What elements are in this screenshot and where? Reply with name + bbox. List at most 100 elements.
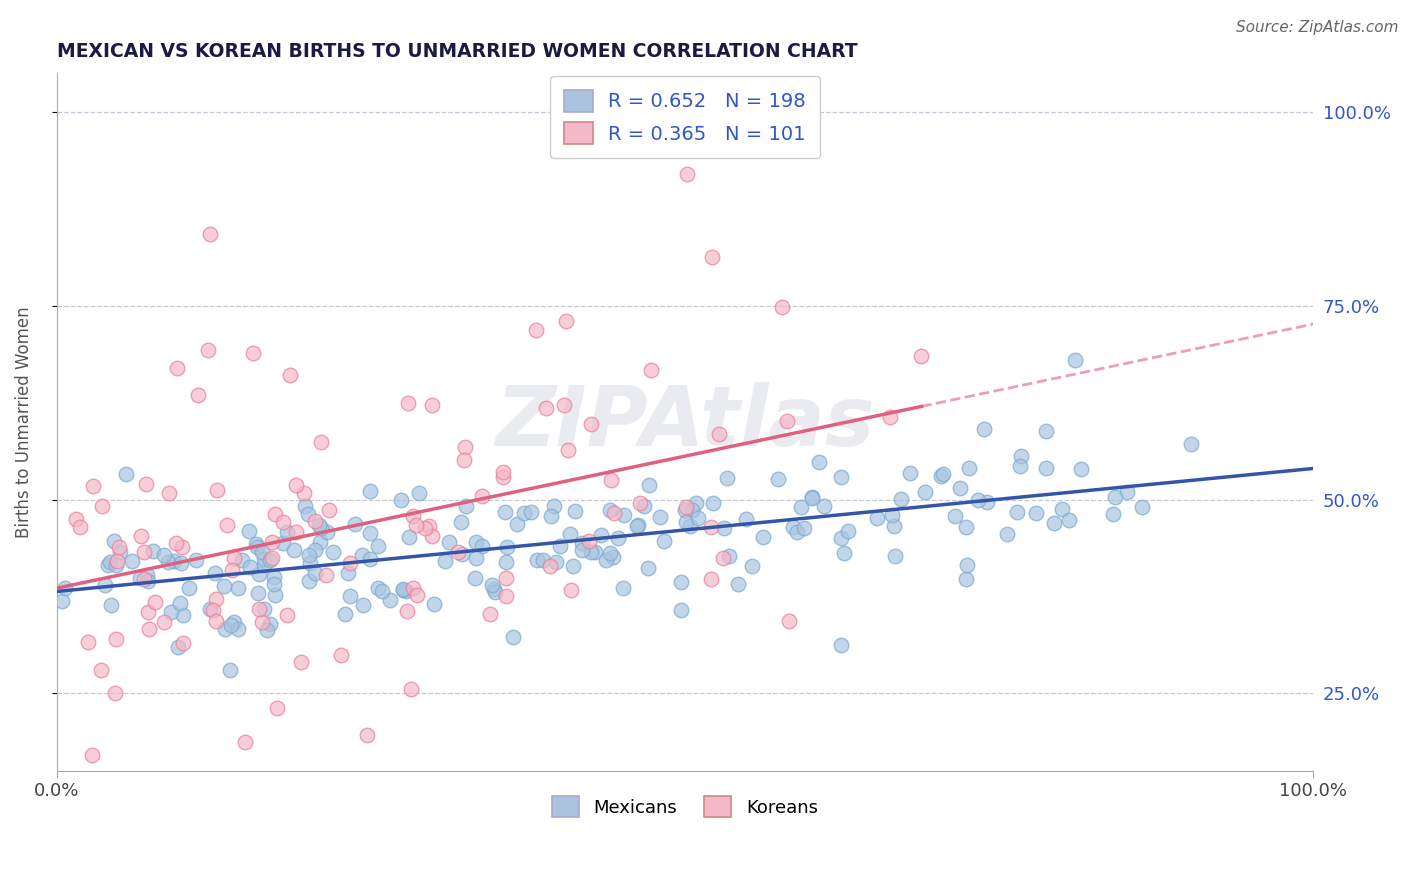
Point (264, 588, 287, 602)
Point (197, 343, 219, 357)
Point (679, 518, 702, 533)
Point (418, 519, 440, 533)
Point (204, 566, 226, 580)
Point (308, 518, 330, 533)
Point (890, 491, 912, 506)
Point (82, 479, 104, 493)
Point (447, 544, 470, 558)
Point (359, 525, 381, 540)
Point (628, 496, 651, 510)
Point (955, 520, 977, 534)
Text: ZIPAtlas: ZIPAtlas (495, 382, 875, 463)
Point (297, 507, 319, 521)
Point (943, 509, 966, 524)
Point (105, 554, 128, 568)
Point (997, 526, 1019, 541)
Point (716, 471, 738, 485)
Point (734, 512, 756, 526)
Point (309, 521, 332, 535)
Point (807, 455, 830, 469)
Point (298, 548, 321, 562)
Point (219, 663, 242, 677)
Point (104, 632, 127, 647)
Point (1102, 508, 1125, 522)
Point (524, 323, 547, 337)
Point (675, 500, 697, 514)
Point (259, 616, 281, 631)
Point (239, 560, 262, 574)
Point (557, 442, 579, 457)
Point (685, 496, 707, 510)
Point (110, 545, 132, 559)
Point (492, 465, 515, 479)
Point (976, 495, 998, 509)
Point (626, 519, 648, 533)
Point (546, 555, 568, 569)
Point (883, 549, 905, 564)
Point (578, 533, 600, 548)
Point (184, 553, 207, 567)
Point (104, 686, 127, 700)
Point (626, 518, 648, 533)
Point (98, 555, 121, 569)
Point (172, 607, 194, 622)
Point (526, 552, 548, 566)
Point (752, 530, 775, 544)
Point (315, 524, 337, 539)
Point (513, 506, 536, 520)
Point (90, 499, 112, 513)
Point (276, 608, 298, 623)
Point (395, 583, 418, 598)
Point (681, 503, 703, 517)
Point (433, 554, 456, 568)
Point (1035, 425, 1057, 439)
Point (179, 581, 201, 595)
Point (311, 435, 333, 450)
Point (966, 493, 988, 508)
Point (294, 499, 316, 513)
Point (955, 572, 977, 586)
Point (766, 472, 789, 486)
Point (880, 508, 903, 522)
Point (465, 550, 488, 565)
Point (262, 535, 284, 549)
Point (238, 524, 260, 539)
Point (673, 503, 696, 517)
Point (1104, 490, 1126, 504)
Point (793, 520, 815, 534)
Point (104, 558, 127, 572)
Point (132, 544, 155, 558)
Point (339, 589, 361, 603)
Point (579, 417, 602, 432)
Point (451, 547, 474, 561)
Point (322, 545, 344, 559)
Point (949, 482, 972, 496)
Point (276, 524, 298, 539)
Point (298, 574, 321, 588)
Point (304, 566, 326, 580)
Point (253, 602, 276, 616)
Point (344, 516, 367, 531)
Point (367, 581, 389, 595)
Point (420, 398, 443, 412)
Point (201, 603, 224, 617)
Point (51, 594, 73, 608)
Point (402, 581, 425, 595)
Point (494, 506, 516, 520)
Point (540, 509, 562, 524)
Point (352, 598, 374, 612)
Point (290, 655, 312, 669)
Y-axis label: Births to Unmarried Women: Births to Unmarried Women (15, 306, 32, 538)
Point (1010, 449, 1032, 463)
Point (398, 530, 420, 544)
Point (260, 551, 283, 566)
Point (553, 398, 575, 412)
Point (536, 401, 558, 415)
Text: Source: ZipAtlas.com: Source: ZipAtlas.com (1236, 20, 1399, 35)
Point (531, 553, 554, 567)
Point (413, 521, 436, 535)
Point (246, 540, 269, 554)
Point (169, 596, 191, 610)
Point (271, 536, 294, 550)
Point (245, 537, 267, 551)
